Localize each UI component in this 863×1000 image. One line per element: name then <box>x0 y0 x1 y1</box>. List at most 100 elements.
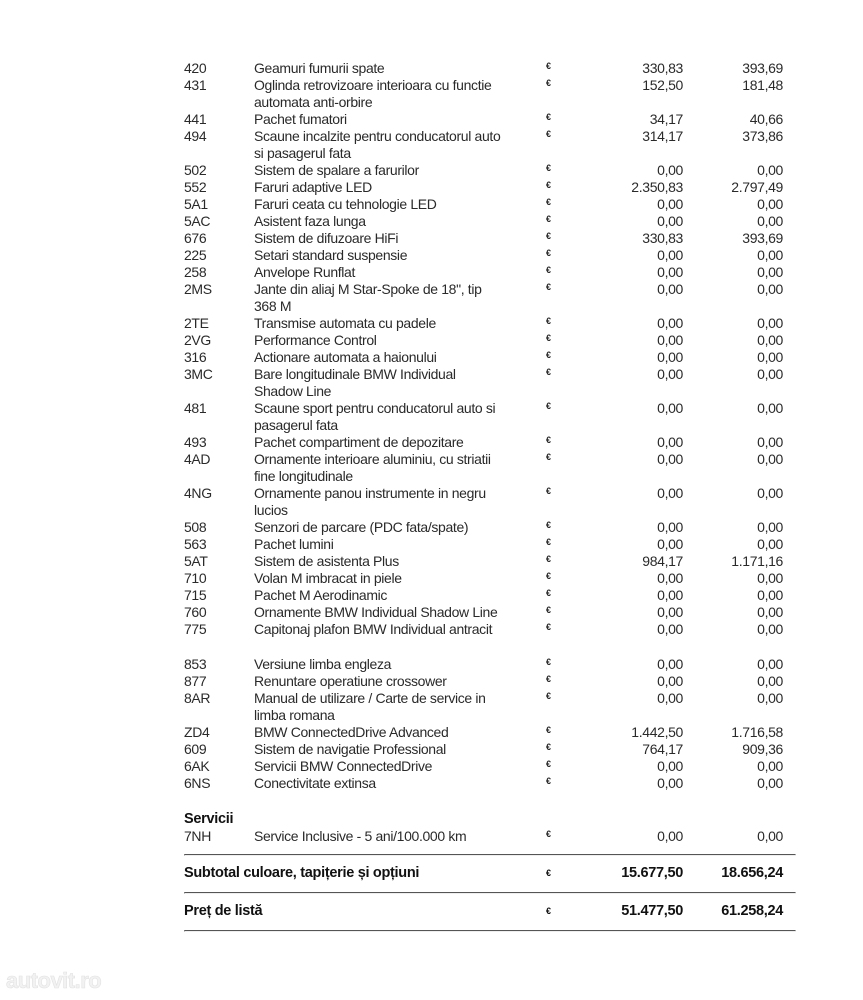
option-row: 2VG Performance Control €0,00 0,00 <box>184 332 796 349</box>
spacer <box>184 792 796 811</box>
price-gross: 0,00 <box>757 587 783 603</box>
option-code: 316 <box>184 349 207 365</box>
option-row: 508 Senzori de parcare (PDC fata/spate) €0… <box>184 519 796 536</box>
currency-symbol: € <box>546 350 551 360</box>
currency-symbol: € <box>546 214 551 224</box>
price-gross: 0,00 <box>757 536 783 552</box>
option-code: 481 <box>184 400 207 416</box>
price-gross: 1.171,16 <box>731 553 783 569</box>
option-description: Transmise automata cu padele <box>254 315 436 331</box>
currency-symbol: € <box>546 180 551 190</box>
price-net: 0,00 <box>657 281 683 297</box>
price-net: 0,00 <box>657 621 683 637</box>
price-gross: 393,69 <box>742 230 783 246</box>
option-description: Manual de utilizare / Carte de service i… <box>254 690 486 723</box>
option-row: ZD4 BMW ConnectedDrive Advanced €1.442,50 1… <box>184 724 796 741</box>
price-gross: 0,00 <box>757 451 783 467</box>
currency-symbol: € <box>546 333 551 343</box>
option-description: Sistem de asistenta Plus <box>254 553 399 569</box>
price-net: 764,17 <box>642 741 683 757</box>
option-description: Conectivitate extinsa <box>254 775 376 791</box>
currency-symbol: € <box>546 231 551 241</box>
price-gross: 0,00 <box>757 162 783 178</box>
price-net: 0,00 <box>657 536 683 552</box>
currency-symbol: € <box>546 622 551 632</box>
spacer <box>184 638 796 656</box>
price-gross: 0,00 <box>757 281 783 297</box>
price-net: 0,00 <box>657 758 683 774</box>
price-net: 0,00 <box>657 332 683 348</box>
currency-symbol: € <box>546 906 551 916</box>
price-gross: 1.716,58 <box>731 724 783 740</box>
option-row: 494 Scaune incalzite pentru conducatorul … <box>184 128 796 162</box>
option-code: 715 <box>184 587 207 603</box>
price-gross: 40,66 <box>749 111 784 127</box>
option-row: 2TE Transmise automata cu padele €0,00 0,00 <box>184 315 796 332</box>
currency-symbol: € <box>546 486 551 496</box>
option-description: Capitonaj plafon BMW Individual antracit <box>254 621 493 637</box>
option-row: 4NG Ornamente panou instrumente in negru … <box>184 485 796 519</box>
list-price-row: Preț de listă € 51.477,50 61.258,24 <box>184 894 796 930</box>
price-gross: 0,00 <box>757 349 783 365</box>
option-row: 853 Versiune limba engleza €0,00 0,00 <box>184 656 796 673</box>
currency-symbol: € <box>546 657 551 667</box>
option-code: 775 <box>184 621 207 637</box>
option-code: 2VG <box>184 332 211 348</box>
price-gross: 0,00 <box>757 434 783 450</box>
option-code: ZD4 <box>184 724 210 740</box>
price-net: 0,00 <box>657 349 683 365</box>
option-row: 710 Volan M imbracat in piele €0,00 0,00 <box>184 570 796 587</box>
price-gross: 0,00 <box>757 247 783 263</box>
option-row: 715 Pachet M Aerodinamic €0,00 0,00 <box>184 587 796 604</box>
option-description: Faruri ceata cu tehnologie LED <box>254 196 437 212</box>
option-code: 502 <box>184 162 207 178</box>
price-gross: 0,00 <box>757 621 783 637</box>
option-description: Service Inclusive - 5 ani/100.000 km <box>254 828 467 844</box>
services-group: 7NH Service Inclusive - 5 ani/100.000 km €… <box>184 828 796 845</box>
currency-symbol: € <box>546 248 551 258</box>
options-group: 853 Versiune limba engleza €0,00 0,00 877 Ren… <box>184 656 796 792</box>
price-gross: 0,00 <box>757 690 783 706</box>
option-description: BMW ConnectedDrive Advanced <box>254 724 449 740</box>
price-net: 984,17 <box>642 553 683 569</box>
option-code: 676 <box>184 230 207 246</box>
currency-symbol: € <box>546 265 551 275</box>
divider <box>184 854 796 856</box>
option-description: Servicii BMW ConnectedDrive <box>254 758 433 774</box>
option-description: Pachet lumini <box>254 536 334 552</box>
price-gross: 0,00 <box>757 366 783 382</box>
currency-symbol: € <box>546 829 551 839</box>
currency-symbol: € <box>546 61 551 71</box>
currency-symbol: € <box>546 520 551 530</box>
currency-symbol: € <box>546 776 551 786</box>
option-row: 225 Setari standard suspensie €0,00 0,00 <box>184 247 796 264</box>
price-gross: 393,69 <box>742 60 783 76</box>
option-row: 5AC Asistent faza lunga €0,00 0,00 <box>184 213 796 230</box>
price-net: 0,00 <box>657 162 683 178</box>
price-net: 0,00 <box>657 213 683 229</box>
currency-symbol: € <box>546 78 551 88</box>
option-description: Scaune sport pentru conducatorul auto si… <box>254 400 496 433</box>
option-row: 563 Pachet lumini €0,00 0,00 <box>184 536 796 553</box>
option-row: 8AR Manual de utilizare / Carte de servic… <box>184 690 796 724</box>
option-code: 853 <box>184 656 207 672</box>
option-row: 431 Oglinda retrovizoare interioara cu fu… <box>184 77 796 111</box>
price-gross: 0,00 <box>757 775 783 791</box>
option-code: 760 <box>184 604 207 620</box>
option-description: Anvelope Runflat <box>254 264 356 280</box>
price-gross: 0,00 <box>757 332 783 348</box>
currency-symbol: € <box>546 367 551 377</box>
option-row: 5AT Sistem de asistenta Plus €984,17 1.171,… <box>184 553 796 570</box>
option-code: 431 <box>184 77 207 93</box>
price-net: 1.442,50 <box>631 724 683 740</box>
price-net: 314,17 <box>642 128 683 144</box>
price-net: 330,83 <box>642 230 683 246</box>
option-description: Oglinda retrovizoare interioara cu funct… <box>254 77 492 110</box>
price-gross: 0,00 <box>757 758 783 774</box>
price-net: 0,00 <box>657 264 683 280</box>
option-description: Ornamente BMW Individual Shadow Line <box>254 604 498 620</box>
currency-symbol: € <box>546 435 551 445</box>
option-code: 2MS <box>184 281 212 297</box>
list-price-net: 51.477,50 <box>621 903 683 919</box>
currency-symbol: € <box>546 129 551 139</box>
